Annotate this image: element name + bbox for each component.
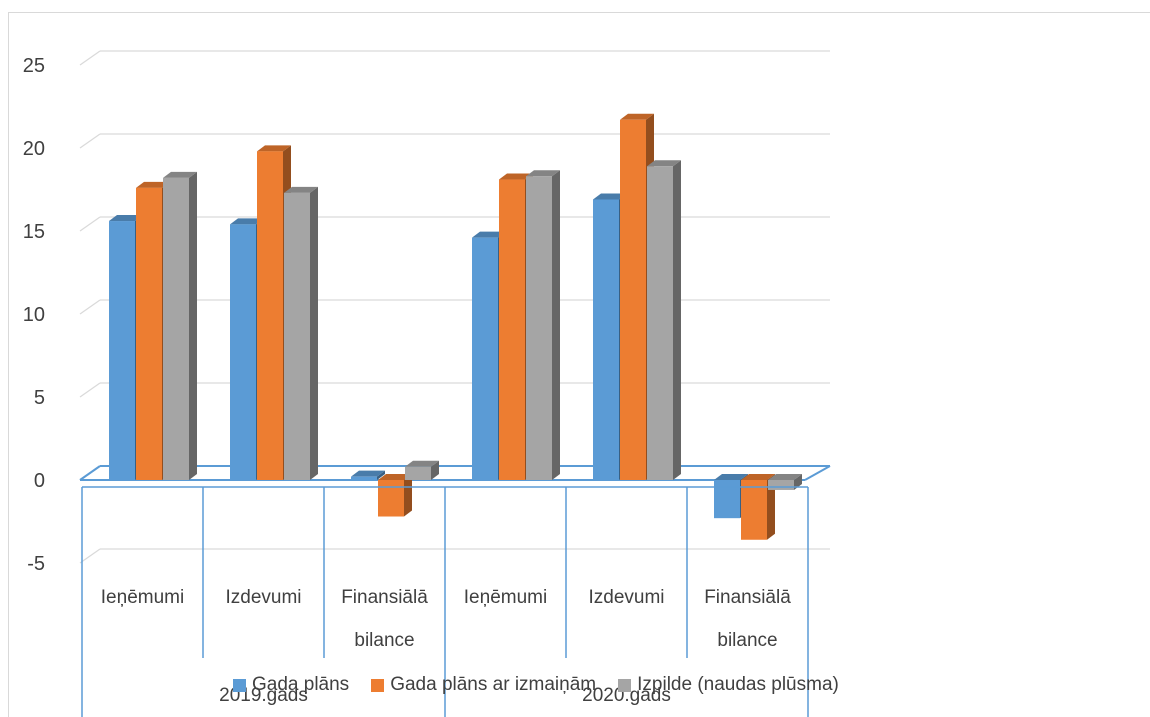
category-label: Izdevumi [225,587,301,608]
bar [378,474,412,517]
y-tick-label: 15 [23,221,45,243]
bar-top [163,171,197,178]
zero-side-edge [804,465,831,481]
bar [351,470,385,480]
bar-side [673,160,681,480]
bar-side [767,474,775,540]
legend-item-1: Gada plāns ar izmaiņām [371,674,596,696]
bar [647,160,681,480]
category-label: Finansiālā [341,587,428,608]
y-tick-label: -5 [27,553,45,575]
category-label: bilance [717,630,777,651]
bar-front [378,480,404,517]
legend: Gada plāns Gada plāns ar izmaiņām Izpild… [233,674,861,696]
legend-swatch [618,678,632,692]
bar-side [404,474,412,517]
bar [741,474,775,540]
gridline-diagonal [79,548,101,564]
legend-label: Gada plāns [252,674,350,695]
y-axis-ticks: 25 20 15 10 5 0 -5 [23,55,45,575]
bar-top [351,470,385,477]
bar-front [647,166,673,480]
bar-front [741,480,767,540]
y-tick-label: 5 [34,387,45,409]
legend-item-0: Gada plāns [233,674,349,696]
bar [526,170,560,480]
bar [405,460,439,480]
bar [768,474,802,490]
bar [284,186,318,480]
bar-top [378,474,412,480]
bars [109,113,802,540]
category-label: Ieņēmumi [101,587,184,608]
bar-side [189,171,197,480]
zero-side-edge [79,465,101,481]
bar-top [620,113,654,120]
category-label: Ieņēmumi [464,587,547,608]
bar-top [714,474,748,480]
bar-front [163,177,189,480]
y-tick-label: 10 [23,304,45,326]
grid [79,50,831,564]
chart-frame [8,12,1150,717]
bar-front [284,192,310,480]
bar-top [257,145,291,152]
gridline-diagonal [79,50,101,66]
bar-front [472,237,498,480]
bar-front [405,466,431,480]
bar-side [794,474,802,490]
bar-front [109,221,135,481]
bar-front [230,224,256,480]
category-label: Izdevumi [588,587,664,608]
legend-label: Izpilde (naudas plūsma) [637,674,839,695]
bar-top [136,181,170,188]
y-tick-label: 25 [23,55,45,77]
legend-item-2: Izpilde (naudas plūsma) [618,674,839,696]
bar-top [230,218,264,225]
bar-top [593,193,627,200]
bar-side [310,186,318,480]
gridline-diagonal [79,382,101,398]
bar-top [768,474,802,480]
bar [163,171,197,480]
legend-label: Gada plāns ar izmaiņām [390,674,597,695]
gridline-diagonal [79,299,101,315]
bar-front [526,176,552,480]
category-label: Finansiālā [704,587,791,608]
bar-front [136,187,162,480]
gridline-diagonal [79,133,101,149]
bar-top [472,231,506,238]
bar-side [552,170,560,480]
bar-side [377,470,385,480]
legend-swatch [371,678,385,692]
bar-front [351,476,377,480]
bar-top [109,215,143,222]
bar-top [741,474,775,480]
bar-front [499,179,525,481]
bar-front [257,151,283,480]
bar-front [768,480,794,490]
y-tick-label: 20 [23,138,45,160]
bar-front [593,199,619,480]
bar-front [620,119,646,480]
legend-swatch [233,678,246,692]
group-label: 2020.gads [582,685,671,706]
bar-top [284,186,318,193]
category-label: bilance [354,630,414,651]
gridline-diagonal [79,216,101,232]
bar-side [431,460,439,480]
category-axis: Ieņēmumi Izdevumi Finansiālābilance2019.ga… [81,486,809,717]
bar-top [526,170,560,177]
bar-front [714,480,740,519]
bar-top [499,173,533,180]
bar-top [405,460,439,467]
y-tick-label: 0 [34,470,45,492]
bar-top [647,160,681,167]
